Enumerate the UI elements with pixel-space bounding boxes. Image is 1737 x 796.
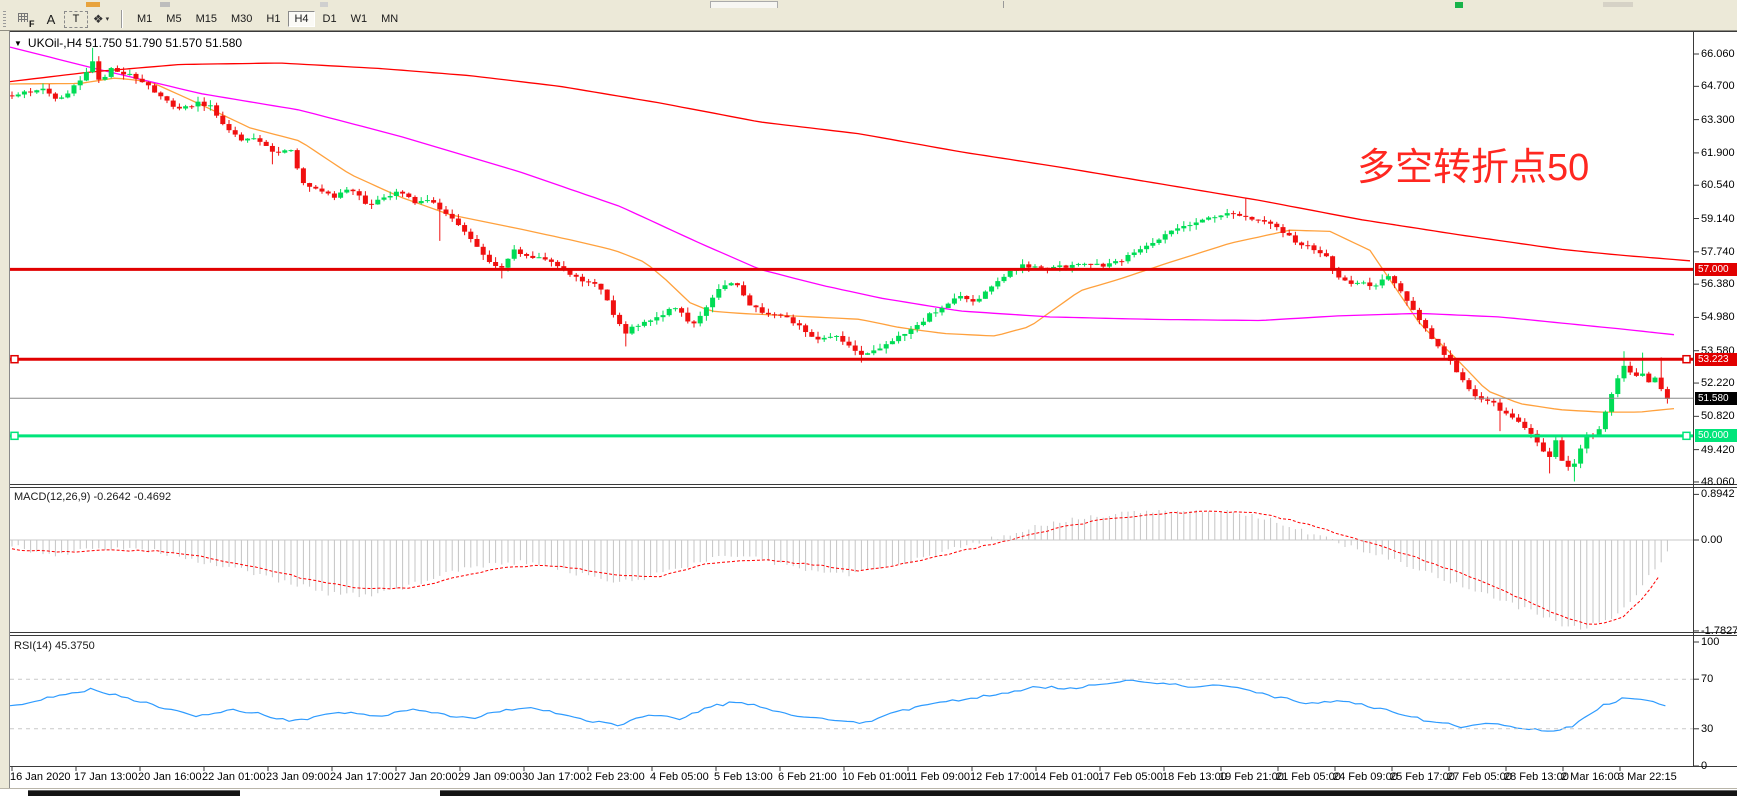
price-axis-label: 52.220 xyxy=(1701,377,1735,390)
clipped-bottom-panel xyxy=(28,790,240,796)
timeframe-button-W1[interactable]: W1 xyxy=(350,13,368,25)
template-grid-button[interactable]: F xyxy=(12,10,38,29)
macd-axis-label: 0.8942 xyxy=(1701,488,1735,501)
price-axis-label: 56.380 xyxy=(1701,278,1735,291)
text-label-button[interactable]: T xyxy=(64,10,88,28)
chart-title: ▼ UKOil-,H4 51.750 51.790 51.570 51.580 xyxy=(14,36,242,50)
time-axis-label: 20 Jan 16:00 xyxy=(138,771,202,783)
time-axis-label: 27 Jan 20:00 xyxy=(394,771,458,783)
time-axis-label: 25 Feb 17:00 xyxy=(1390,771,1455,783)
time-axis-label: 22 Jan 01:00 xyxy=(202,771,266,783)
font-a-icon: A xyxy=(46,11,56,27)
price-axis-label: 63.300 xyxy=(1701,113,1735,126)
timeframe-button-M15[interactable]: M15 xyxy=(195,13,217,25)
rsi-axis-label: 100 xyxy=(1701,636,1720,648)
toolbar-remnant-separator xyxy=(1003,1,1004,8)
price-axis-label: 64.700 xyxy=(1701,80,1735,93)
time-axis-label: 17 Jan 13:00 xyxy=(74,771,138,783)
time-axis-label: 10 Feb 01:00 xyxy=(842,771,907,783)
timeframe-button-H4[interactable]: H4 xyxy=(288,11,315,27)
price-level-badge: 57.000 xyxy=(1695,262,1737,276)
price-axis-label: 60.540 xyxy=(1701,179,1735,192)
objects-icon: ❖ xyxy=(92,12,104,26)
collapse-arrow-icon[interactable]: ▼ xyxy=(14,38,22,48)
time-axis-label: 19 Feb 21:00 xyxy=(1219,771,1284,783)
toolbar-remnant-icon xyxy=(86,2,100,7)
time-axis-label: 12 Feb 17:00 xyxy=(970,771,1035,783)
grid-icon: F xyxy=(17,12,35,29)
time-axis-label: 16 Jan 2020 xyxy=(10,771,71,783)
price-axis-label: 66.060 xyxy=(1701,48,1735,60)
time-axis-label: 29 Jan 09:00 xyxy=(458,771,522,783)
price-axis-label: 48.060 xyxy=(1701,475,1735,488)
price-level-badge: 53.223 xyxy=(1695,352,1737,366)
time-axis-label: 2 Feb 23:00 xyxy=(586,771,645,783)
time-axis-label: 11 Feb 09:00 xyxy=(906,771,971,783)
time-axis-label: 24 Feb 09:00 xyxy=(1333,771,1398,783)
time-axis-label: 28 Feb 13:00 xyxy=(1504,771,1569,783)
macd-axis-label: -1.7827 xyxy=(1701,624,1737,637)
time-axis-label: 6 Feb 21:00 xyxy=(778,771,837,783)
font-button[interactable]: A xyxy=(38,10,64,28)
clipped-toolbar-strip xyxy=(0,0,1737,10)
time-axis-label: 18 Feb 13:00 xyxy=(1162,771,1227,783)
time-axis-label: 27 Feb 05:00 xyxy=(1447,771,1512,783)
time-axis-label: 23 Jan 09:00 xyxy=(266,771,330,783)
time-axis-label: 24 Jan 17:00 xyxy=(330,771,394,783)
price-level-badge: 51.580 xyxy=(1695,391,1737,405)
price-level-badge: 50.000 xyxy=(1695,429,1737,443)
clipped-bottom-panel xyxy=(440,790,1737,796)
price-axis-label: 61.900 xyxy=(1701,146,1735,159)
timeframe-button-MN[interactable]: MN xyxy=(381,13,399,25)
toolbar-remnant-icon xyxy=(1455,2,1463,8)
timeframe-button-D1[interactable]: D1 xyxy=(322,13,337,25)
text-t-icon: T xyxy=(72,13,80,25)
macd-axis-label: 0.00 xyxy=(1701,534,1723,546)
objects-dropdown-button[interactable]: ❖ ▾ xyxy=(88,10,114,28)
price-axis-label: 59.140 xyxy=(1701,212,1735,225)
price-axis-label: 50.820 xyxy=(1701,410,1735,423)
timeframe-button-M30[interactable]: M30 xyxy=(230,13,253,25)
time-axis-label: 21 Feb 05:00 xyxy=(1276,771,1341,783)
timeframe-button-M5[interactable]: M5 xyxy=(166,13,182,25)
chart-annotation-text: 多空转折点50 xyxy=(1357,147,1590,189)
price-axis-label: 54.980 xyxy=(1701,311,1735,324)
time-axis-label: 14 Feb 01:00 xyxy=(1034,771,1099,783)
time-axis-label: 2 Mar 16:00 xyxy=(1561,771,1620,783)
time-axis-label: 3 Mar 22:15 xyxy=(1618,771,1677,783)
rsi-indicator-label: RSI(14) 45.3750 xyxy=(14,640,95,652)
time-axis-label: 17 Feb 05:00 xyxy=(1098,771,1163,783)
toolbar-separator xyxy=(121,10,123,28)
price-axis-label: 49.420 xyxy=(1701,443,1735,456)
timeframe-bar: M1 M5 M15 M30 H1 H4 D1 W1 MN xyxy=(130,11,405,27)
rsi-axis-label: 0 xyxy=(1701,760,1708,772)
time-axis-label: 30 Jan 17:00 xyxy=(522,771,586,783)
rsi-axis-label: 30 xyxy=(1701,722,1714,735)
time-axis-label: 5 Feb 13:00 xyxy=(714,771,773,783)
toolbar: F A T ❖ ▾ M1 M5 M15 M30 H1 H4 D1 W1 MN xyxy=(0,8,1737,31)
time-axis-label: 4 Feb 05:00 xyxy=(650,771,709,783)
macd-indicator-label: MACD(12,26,9) -0.2642 -0.4692 xyxy=(14,491,172,503)
chevron-down-icon: ▾ xyxy=(105,16,110,23)
price-axis-label: 57.740 xyxy=(1701,245,1735,258)
timeframe-button-M1[interactable]: M1 xyxy=(137,13,153,25)
toolbar-grip[interactable] xyxy=(3,11,6,27)
symbol-ohlc-title: UKOil-,H4 51.750 51.790 51.570 51.580 xyxy=(27,36,243,50)
timeframe-button-H1[interactable]: H1 xyxy=(266,13,281,25)
rsi-axis-label: 70 xyxy=(1701,673,1714,686)
toolbar-remnant-icon xyxy=(1603,2,1633,7)
toolbar-remnant-icon xyxy=(320,2,328,7)
toolbar-remnant-icon xyxy=(160,2,170,7)
